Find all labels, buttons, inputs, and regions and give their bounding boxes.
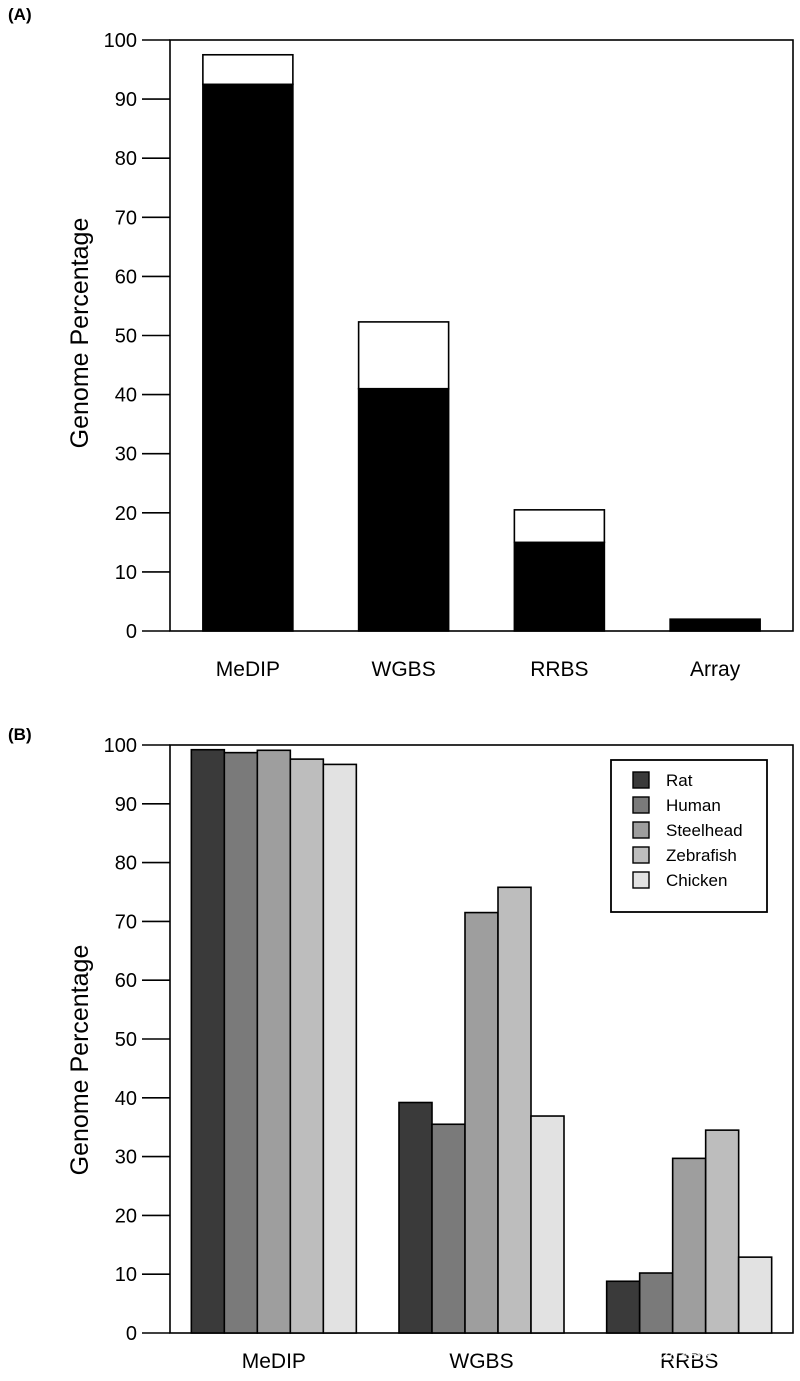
y-tick-label: 100 [104, 735, 137, 757]
bar [431, 1123, 466, 1334]
y-axis-label: Genome Percentage [66, 945, 94, 1176]
y-tick-label: 90 [115, 794, 137, 816]
bar-segment [513, 509, 606, 544]
y-tick-label: 60 [115, 266, 137, 288]
panel-label-a: (A) [8, 5, 32, 24]
x-category-label: Array [690, 658, 741, 681]
x-category-label: RRBS [530, 658, 588, 681]
y-tick-label: 80 [115, 853, 137, 875]
x-category-label: WGBS [449, 1350, 513, 1373]
bar-segment [202, 83, 294, 632]
y-tick-label: 40 [115, 385, 137, 407]
bar-segment [513, 541, 606, 632]
y-tick-label: 20 [115, 1205, 137, 1227]
legend-label: Human [666, 796, 721, 815]
y-tick-label: 0 [126, 621, 137, 643]
legend-swatch [632, 821, 650, 839]
chart-a: 0 10 20 30 40 50 60 70 80 90 100 Genome Percentage M… [66, 30, 794, 681]
bar [638, 1272, 674, 1334]
bar [190, 748, 226, 1334]
x-category-label: MeDIP [216, 658, 280, 681]
y-tick-label: 100 [104, 30, 137, 52]
bar-segment [357, 321, 450, 390]
y-tick-label: 70 [115, 911, 137, 933]
bar [737, 1256, 773, 1334]
legend-label: Steelhead [666, 821, 743, 840]
bar [671, 1157, 707, 1334]
y-axis-label: Genome Percentage [66, 218, 94, 449]
y-tick-label: 30 [115, 444, 137, 466]
bar-segment [202, 53, 294, 86]
y-tick-label: 80 [115, 148, 137, 170]
y-tick-label: 30 [115, 1147, 137, 1169]
bar [322, 763, 358, 1334]
bar-segment [669, 618, 761, 632]
chart-b: 0 10 20 30 40 50 60 70 80 90 100 Genome Percentage M… [66, 735, 794, 1373]
bar [464, 911, 499, 1334]
x-category-label: WGBS [372, 658, 436, 681]
y-tick-label: 10 [115, 562, 137, 584]
y-tick-label: 90 [115, 89, 137, 111]
y-tick-label: 20 [115, 503, 137, 525]
y-tick-label: 60 [115, 970, 137, 992]
x-category-label: MeDIP [242, 1350, 306, 1373]
bar [605, 1280, 641, 1334]
watermark: 知乎 @易基因科技 [585, 1339, 768, 1364]
legend-swatch [632, 771, 650, 789]
bar [398, 1101, 433, 1334]
legend-label: Zebrafish [666, 846, 737, 865]
bar [289, 758, 325, 1334]
legend-swatch [632, 846, 650, 864]
legend-swatch [632, 796, 650, 814]
y-tick-label: 70 [115, 207, 137, 229]
bar [497, 886, 532, 1334]
bar [223, 751, 259, 1334]
y-tick-label: 40 [115, 1088, 137, 1110]
y-tick-label: 50 [115, 1029, 137, 1051]
bar [704, 1129, 740, 1334]
x-category-label: RRBS [660, 1350, 718, 1373]
bar [530, 1115, 565, 1334]
legend-label: Chicken [666, 871, 727, 890]
y-tick-label: 0 [126, 1323, 137, 1345]
y-tick-label: 10 [115, 1264, 137, 1286]
legend-swatch [632, 871, 650, 889]
panel-label-b: (B) [8, 725, 32, 744]
bar-segment [357, 387, 450, 632]
y-tick-label: 50 [115, 326, 137, 348]
legend-label: Rat [666, 771, 693, 790]
bar [256, 749, 292, 1334]
